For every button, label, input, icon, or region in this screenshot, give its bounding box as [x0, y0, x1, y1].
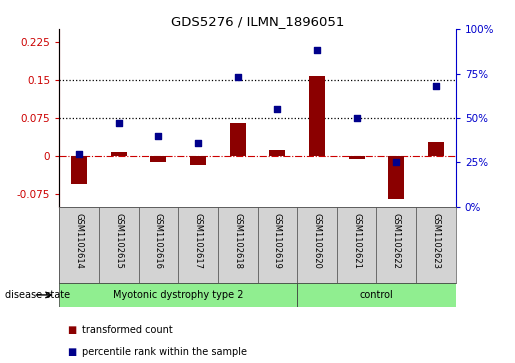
Text: GSM1102623: GSM1102623	[432, 213, 440, 269]
Text: percentile rank within the sample: percentile rank within the sample	[82, 347, 247, 357]
Bar	[376, 207, 416, 283]
Bar	[309, 76, 325, 156]
Bar	[337, 207, 376, 283]
Point	[432, 83, 440, 89]
Point	[313, 48, 321, 53]
Text: GSM1102614: GSM1102614	[75, 213, 83, 269]
Bar	[111, 152, 127, 156]
Bar	[178, 207, 218, 283]
Bar	[388, 156, 404, 199]
Bar	[297, 207, 337, 283]
Point	[352, 115, 360, 121]
Point	[154, 133, 162, 139]
Bar	[416, 207, 456, 283]
Text: GSM1102620: GSM1102620	[313, 213, 321, 269]
Text: GSM1102616: GSM1102616	[154, 213, 163, 269]
Point	[392, 160, 401, 166]
Text: ■: ■	[67, 325, 76, 335]
Bar	[150, 156, 166, 162]
Bar	[99, 207, 139, 283]
Point	[233, 74, 242, 80]
Text: GSM1102617: GSM1102617	[194, 213, 202, 269]
Bar	[269, 150, 285, 156]
Text: Myotonic dystrophy type 2: Myotonic dystrophy type 2	[113, 290, 244, 300]
Point	[75, 151, 83, 156]
Bar	[59, 283, 297, 307]
Point	[273, 106, 281, 112]
Bar	[190, 156, 206, 165]
Bar	[218, 207, 258, 283]
Text: disease state: disease state	[5, 290, 70, 300]
Bar	[139, 207, 178, 283]
Point	[194, 140, 202, 146]
Bar	[59, 207, 99, 283]
Text: transformed count: transformed count	[82, 325, 173, 335]
Text: ■: ■	[67, 347, 76, 357]
Bar	[428, 142, 444, 156]
Title: GDS5276 / ILMN_1896051: GDS5276 / ILMN_1896051	[171, 15, 344, 28]
Point	[114, 121, 123, 126]
Bar	[349, 156, 365, 159]
Bar	[230, 123, 246, 156]
Text: GSM1102618: GSM1102618	[233, 213, 242, 269]
Bar	[258, 207, 297, 283]
Text: GSM1102622: GSM1102622	[392, 213, 401, 269]
Text: control: control	[359, 290, 393, 300]
Text: GSM1102619: GSM1102619	[273, 213, 282, 269]
Text: GSM1102615: GSM1102615	[114, 213, 123, 269]
Bar	[297, 283, 456, 307]
Text: GSM1102621: GSM1102621	[352, 213, 361, 269]
Bar	[71, 156, 87, 184]
